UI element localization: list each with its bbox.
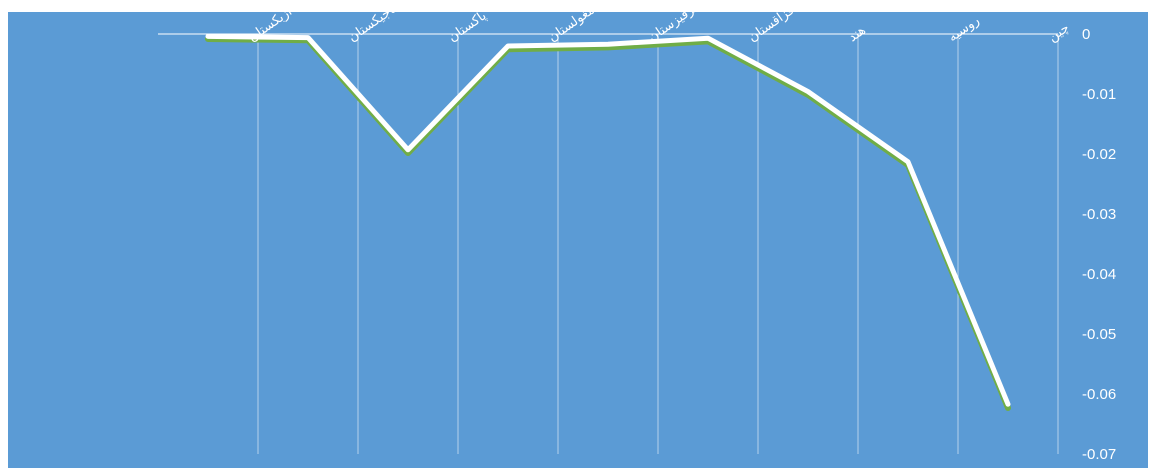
chart-area: ازبکستان تاجیکستان پاکستان مغولستان قرقیزستا… bbox=[8, 12, 1148, 468]
y-tick-label: -0.01 bbox=[1082, 86, 1116, 103]
plot-background bbox=[8, 12, 1148, 468]
y-tick-label: 0 bbox=[1082, 26, 1090, 43]
y-tick-label: -0.02 bbox=[1082, 146, 1116, 163]
y-tick-label: -0.04 bbox=[1082, 266, 1116, 283]
series-layer bbox=[205, 33, 1011, 411]
y-tick-label: -0.07 bbox=[1082, 446, 1116, 463]
line-chart: ازبکستان تاجیکستان پاکستان مغولستان قرقیزستا… bbox=[8, 12, 1148, 468]
y-tick-label: -0.05 bbox=[1082, 326, 1116, 343]
y-tick-label: -0.03 bbox=[1082, 206, 1116, 223]
y-tick-label: -0.06 bbox=[1082, 386, 1116, 403]
y-axis-ticks: 0 -0.01 -0.02 -0.03 -0.04 -0.05 -0.06 -0.07 bbox=[1082, 26, 1116, 463]
